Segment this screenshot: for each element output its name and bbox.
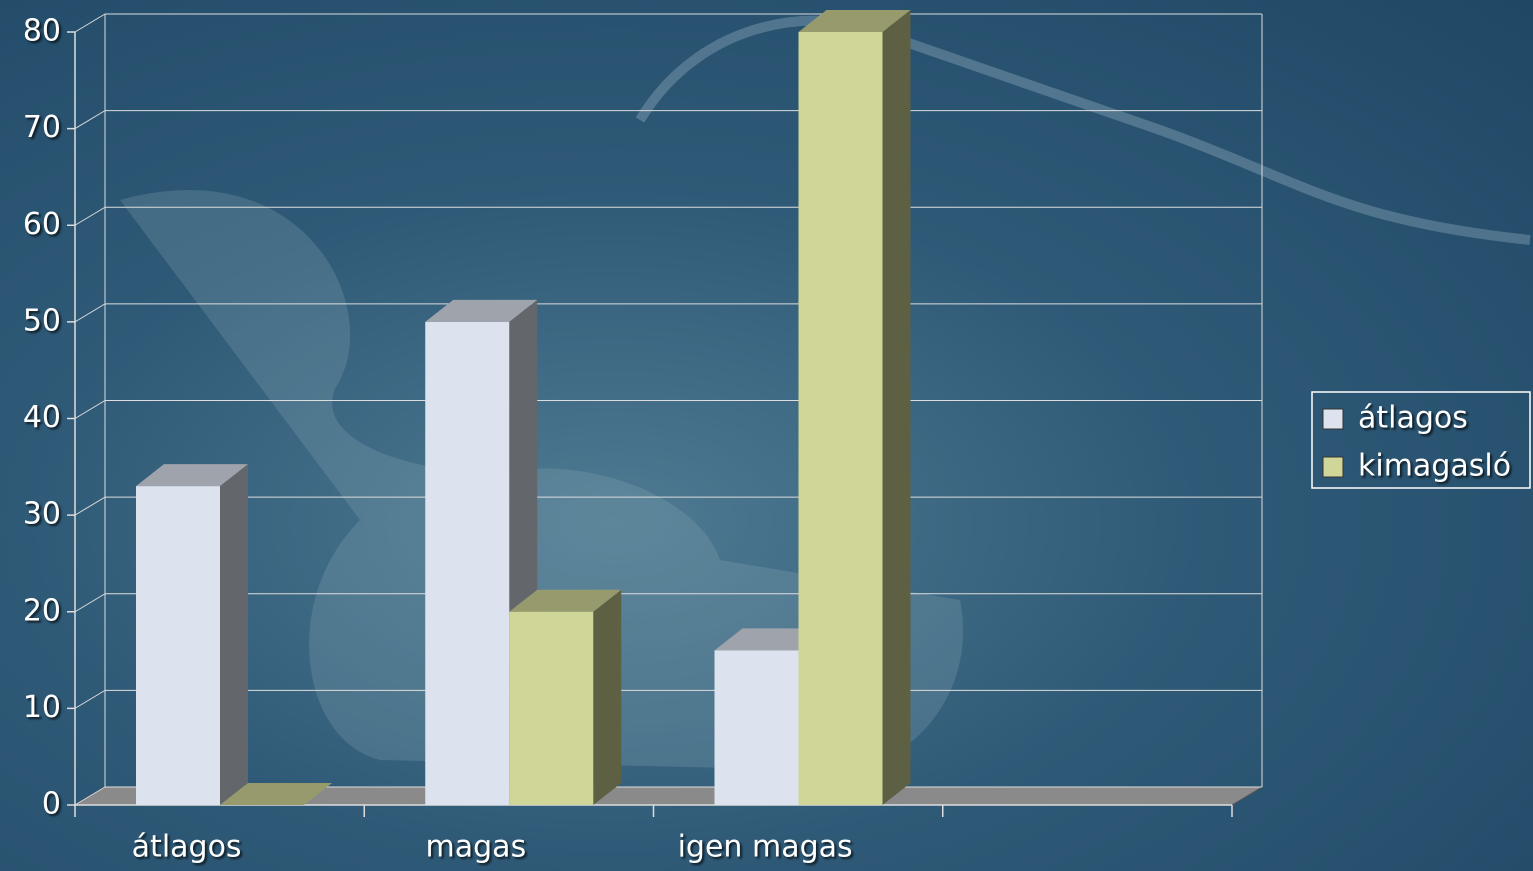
- grid-line: [74, 303, 106, 323]
- x-tick-label: átlagos: [132, 830, 242, 865]
- bar: [425, 321, 510, 805]
- grid-line: [74, 689, 106, 709]
- y-tick-label: 60: [23, 207, 61, 242]
- x-tick-label: igen magas: [678, 830, 853, 865]
- y-tick-label: 70: [23, 110, 61, 145]
- bar: [798, 32, 883, 805]
- y-tick-label: 0: [42, 787, 61, 822]
- x-tick-label: magas: [426, 830, 527, 865]
- legend-swatch: [1322, 408, 1344, 430]
- grid-line: [74, 786, 106, 806]
- legend-label: átlagos: [1358, 401, 1468, 436]
- bar-side: [220, 464, 248, 805]
- bar-top: [136, 464, 248, 487]
- bar-side: [593, 589, 622, 805]
- legend-swatch: [1322, 456, 1344, 478]
- grid-line: [74, 13, 106, 33]
- y-tick-label: 30: [23, 497, 61, 532]
- y-tick-label: 20: [23, 593, 61, 628]
- background-shape: [635, 15, 1531, 245]
- background-shape: [120, 190, 964, 771]
- bar: [136, 486, 220, 805]
- bar-side: [882, 10, 911, 805]
- bar-top: [425, 299, 538, 322]
- grid-line: [74, 400, 106, 419]
- y-tick-label: 40: [23, 400, 61, 435]
- grid-line: [74, 593, 106, 613]
- bar-top: [509, 589, 622, 612]
- grid-line: [74, 496, 106, 516]
- legend-label: kimagasló: [1358, 449, 1511, 484]
- grid-line: [74, 206, 106, 226]
- bar: [714, 650, 799, 805]
- bar-top: [798, 10, 911, 32]
- y-tick-label: 10: [23, 690, 61, 725]
- bar: [509, 611, 594, 805]
- y-tick-label: 50: [23, 303, 61, 338]
- y-tick-label: 80: [23, 14, 61, 49]
- grid-line: [74, 110, 106, 130]
- bar-top: [220, 783, 332, 805]
- legend-box: [1311, 391, 1531, 489]
